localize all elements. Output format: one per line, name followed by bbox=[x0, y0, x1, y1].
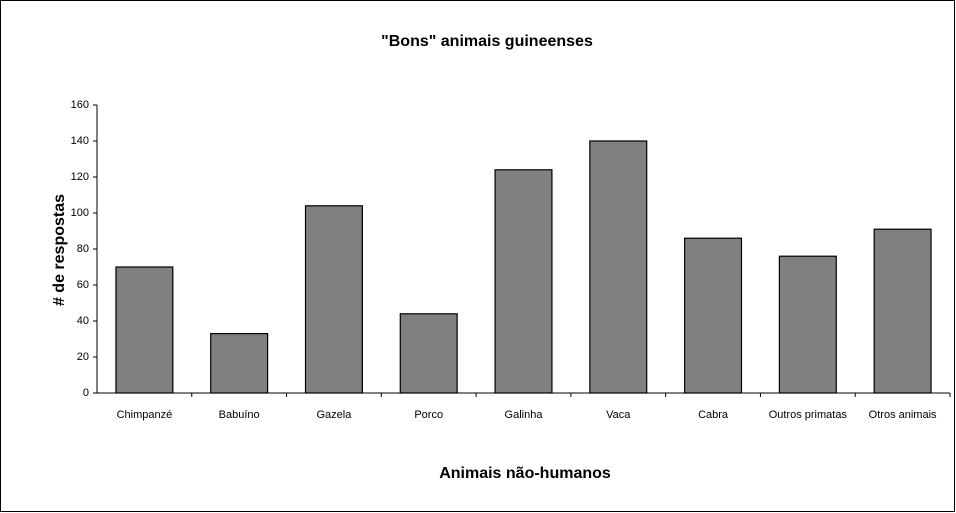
x-tick-label: Porco bbox=[414, 409, 443, 421]
x-tick-label: Otros animais bbox=[869, 409, 937, 421]
chart-title: "Bons" animais guineenses bbox=[381, 33, 593, 50]
bar bbox=[494, 169, 553, 394]
x-tick-label: Gazela bbox=[317, 409, 353, 421]
y-tick-label: 100 bbox=[71, 207, 89, 219]
x-tick-label: Galinha bbox=[505, 409, 544, 421]
y-tick-label: 0 bbox=[83, 387, 89, 399]
y-tick-label: 60 bbox=[77, 279, 89, 291]
x-tick-label: Vaca bbox=[606, 409, 631, 421]
y-tick-label: 40 bbox=[77, 315, 89, 327]
x-tick-label: Chimpanzé bbox=[117, 409, 173, 421]
bar bbox=[589, 140, 648, 394]
y-axis-title: # de respostas bbox=[51, 194, 68, 306]
bar bbox=[115, 266, 174, 394]
bar bbox=[778, 255, 837, 394]
x-tick-label: Outros primatas bbox=[769, 409, 848, 421]
bar bbox=[684, 237, 743, 394]
x-axis-title: Animais não-humanos bbox=[439, 465, 611, 482]
y-tick-label: 120 bbox=[71, 171, 89, 183]
bar bbox=[399, 313, 458, 394]
y-tick-label: 160 bbox=[71, 99, 89, 111]
bar bbox=[873, 228, 932, 394]
y-tick-label: 80 bbox=[77, 243, 89, 255]
y-tick-label: 20 bbox=[77, 351, 89, 363]
x-tick-label: Cabra bbox=[698, 409, 729, 421]
y-tick-label: 140 bbox=[71, 135, 89, 147]
bar bbox=[304, 205, 363, 394]
bar bbox=[210, 333, 269, 394]
x-tick-label: Babuíno bbox=[219, 409, 260, 421]
